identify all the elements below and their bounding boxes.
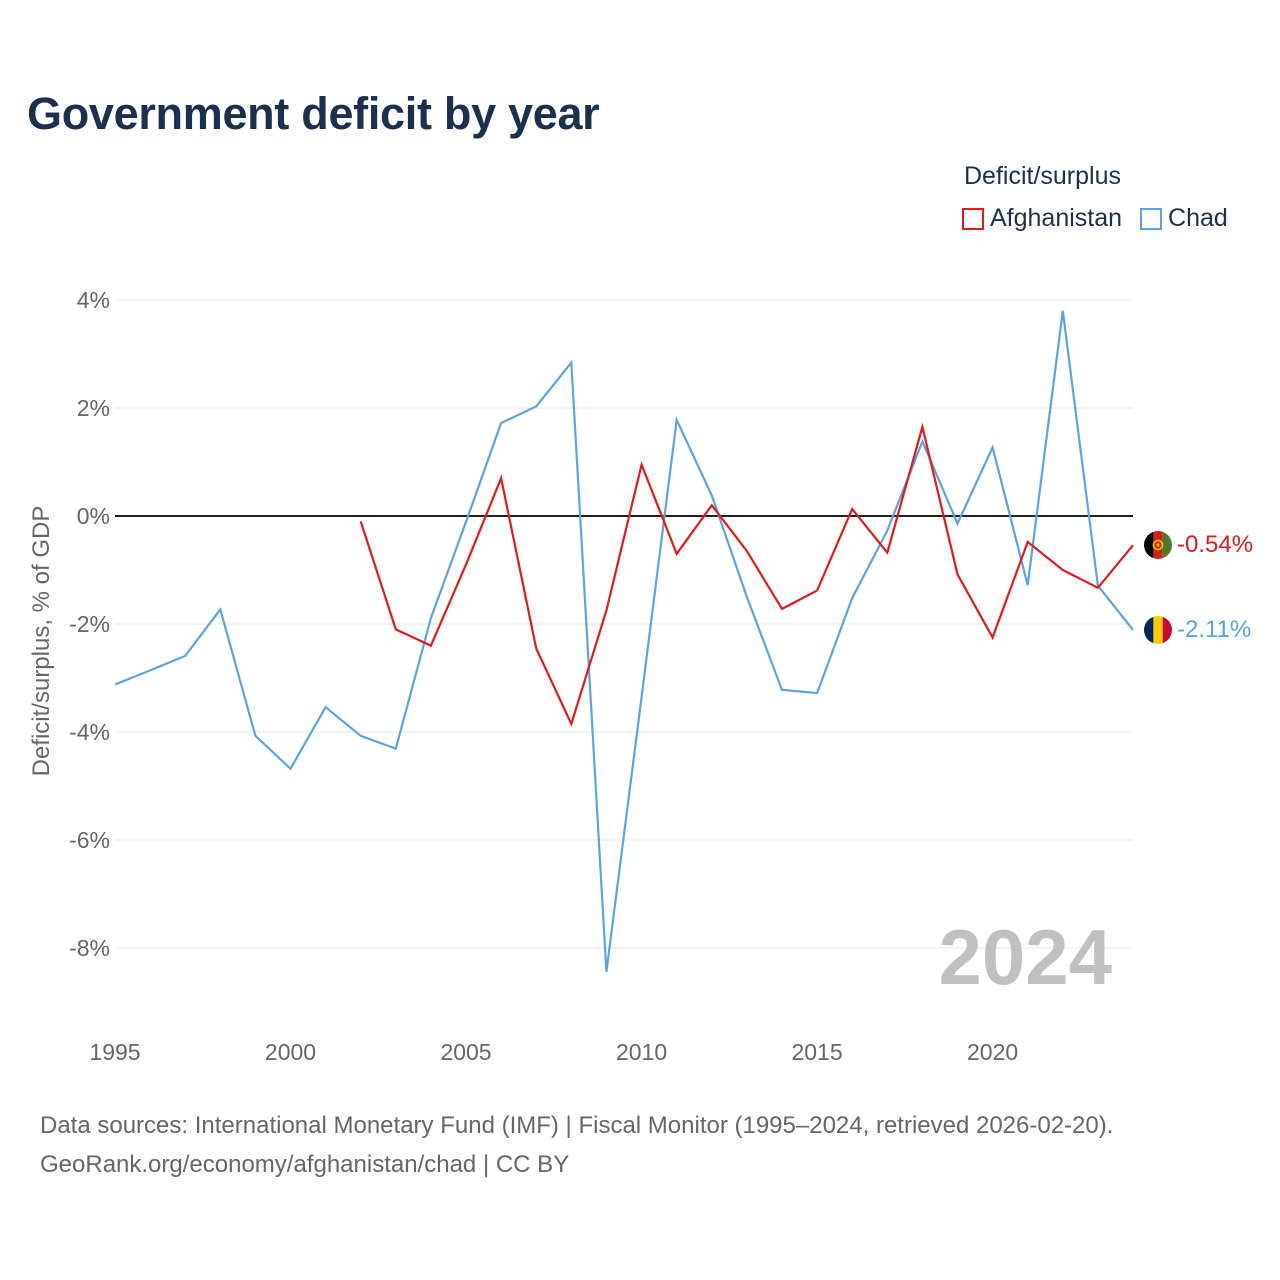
end-label-chad: -2.11% — [1177, 616, 1251, 643]
x-tick-label: 2015 — [791, 1039, 842, 1065]
source-line-2: GeoRank.org/economy/afghanistan/chad | C… — [40, 1151, 570, 1178]
legend-title: Deficit/surplus — [964, 162, 1121, 190]
end-label-afghanistan: -0.54% — [1177, 531, 1253, 558]
series-line-afghanistan[interactable] — [359, 422, 1134, 727]
year-watermark: 2024 — [938, 913, 1112, 1001]
legend-swatch-afghanistan — [962, 207, 984, 230]
y-tick-label: -2% — [69, 611, 110, 637]
source-note: Data sources: International Monetary Fun… — [40, 1106, 1113, 1184]
legend: Afghanistan Chad — [962, 204, 1238, 233]
x-tick-label: 2010 — [616, 1039, 667, 1065]
y-tick-label: -8% — [69, 935, 110, 961]
x-tick-label: 2000 — [265, 1039, 316, 1065]
x-tick-label: 1995 — [89, 1039, 140, 1065]
y-tick-label: 0% — [77, 503, 110, 529]
legend-item-chad[interactable]: Chad — [1140, 204, 1228, 233]
y-tick-label: 2% — [77, 395, 110, 421]
afghanistan-flag-icon — [1144, 531, 1172, 559]
chad-flag-icon — [1144, 616, 1172, 644]
x-tick-label: 2020 — [967, 1039, 1018, 1065]
source-line-1: Data sources: International Monetary Fun… — [40, 1112, 1114, 1139]
legend-label-afghanistan: Afghanistan — [990, 204, 1123, 232]
y-tick-label: -4% — [69, 719, 110, 745]
legend-item-afghanistan[interactable]: Afghanistan — [962, 204, 1122, 233]
legend-label-chad: Chad — [1168, 204, 1228, 232]
series-line-chad[interactable] — [114, 310, 1134, 972]
x-tick-label: 2005 — [440, 1039, 491, 1065]
chart-title: Government deficit by year — [27, 88, 600, 139]
legend-swatch-chad — [1140, 207, 1163, 230]
y-tick-label: -6% — [69, 827, 110, 853]
y-tick-label: 4% — [77, 287, 110, 313]
